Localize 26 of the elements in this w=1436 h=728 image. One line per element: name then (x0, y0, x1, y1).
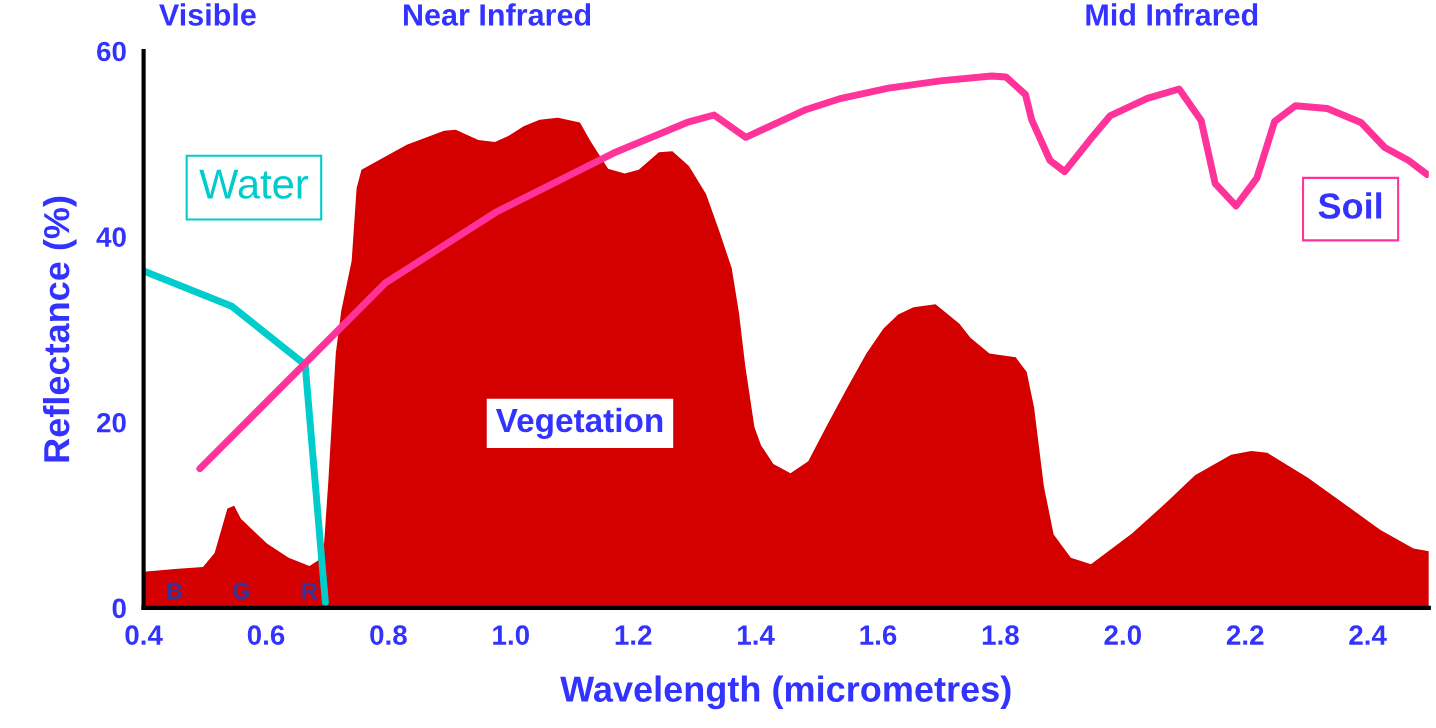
annotation: B (167, 582, 182, 599)
x-tick-label: 1.0 (493, 625, 529, 645)
y-tick-label: 60 (97, 41, 126, 62)
series-label: Vegetation (495, 407, 663, 440)
series-label: Soil (1318, 192, 1382, 219)
x-tick-label: 0.8 (370, 625, 407, 645)
y-axis-title: Reflectance (%) (42, 196, 77, 462)
y-tick-label: 40 (96, 227, 126, 247)
text: Mid Infrared (1086, 3, 1258, 26)
x-tick-label: 1.4 (738, 625, 775, 645)
x-tick-label: 0.4 (125, 625, 163, 645)
x-axis-title: Wavelength (micrometres) (560, 675, 1011, 710)
y-tick-label: 0 (112, 598, 126, 619)
x-tick-label: 2.0 (1104, 625, 1141, 645)
x-tick-label: 1.2 (615, 625, 652, 645)
annotation: R (302, 582, 318, 599)
y-tick-label: 20 (97, 412, 126, 433)
annotation: G (233, 582, 249, 600)
text: Visible (159, 3, 256, 26)
x-tick-label: 2.2 (1226, 625, 1264, 645)
x-tick-label: 2.4 (1349, 625, 1387, 645)
x-tick-label: 0.6 (247, 625, 285, 645)
x-tick-label: 1.6 (860, 625, 897, 645)
text: Near Infrared (403, 3, 591, 26)
text: Water (199, 169, 309, 199)
x-tick-label: 1.8 (982, 625, 1019, 645)
